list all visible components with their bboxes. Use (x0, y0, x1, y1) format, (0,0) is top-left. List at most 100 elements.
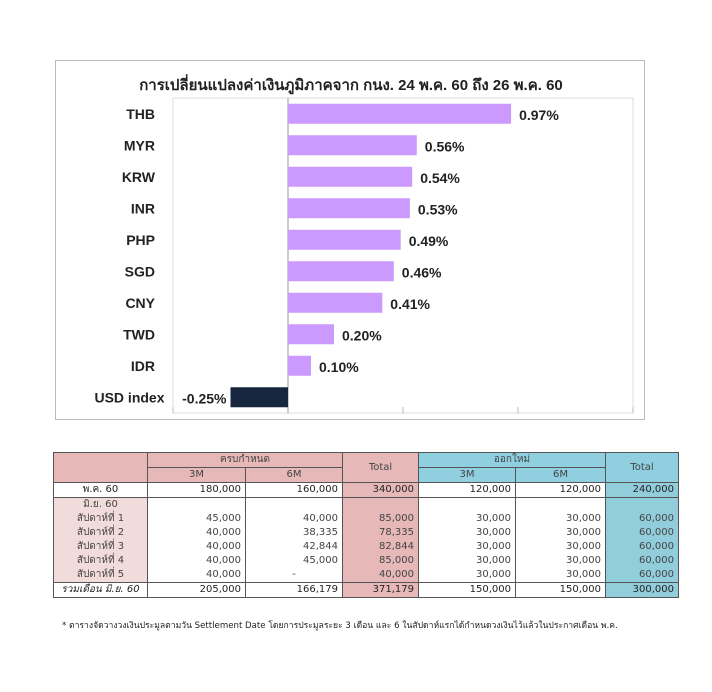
data-label: 0.20% (342, 327, 382, 343)
chart-svg: การเปลี่ยนแปลงค่าเงินภูมิภาคจาก กนง. 24 … (94, 74, 634, 414)
chart-title: การเปลี่ยนแปลงค่าเงินภูมิภาคจาก กนง. 24 … (139, 74, 563, 95)
cell: 40,000 (245, 512, 343, 526)
table-row-june-label: มิ.ย. 60 (53, 497, 679, 512)
header-6m: 6M (515, 467, 606, 483)
cell: 300,000 (605, 582, 679, 598)
cell: 30,000 (515, 568, 606, 583)
cell: 85,000 (342, 512, 419, 526)
header-total-maturing: Total (342, 452, 419, 483)
cell: 150,000 (418, 582, 516, 598)
header-3m: 3M (418, 467, 516, 483)
cell: 60,000 (605, 512, 679, 526)
row-label: สัปดาห์ที่ 1 (53, 512, 148, 526)
bar-idr (288, 355, 311, 376)
data-label: 0.54% (420, 170, 460, 186)
cell: 180,000 (147, 482, 246, 498)
cell: 78,335 (342, 526, 419, 540)
cell: 30,000 (418, 540, 516, 554)
category-label: MYR (124, 137, 155, 153)
bar-inr (288, 198, 410, 219)
cell: 38,335 (245, 526, 343, 540)
header-new-issue: ออกใหม่ (418, 452, 606, 468)
bar-thb (288, 103, 512, 124)
table-row-june-total: รวมเดือน มิ.ย. 60 205,000 166,179 371,17… (53, 582, 679, 598)
bar-php (288, 229, 401, 250)
category-label: IDR (131, 358, 155, 374)
cell: 40,000 (342, 568, 419, 583)
cell: 40,000 (147, 526, 246, 540)
cell: 82,844 (342, 540, 419, 554)
cell: 160,000 (245, 482, 343, 498)
cell: 40,000 (147, 554, 246, 568)
cell: 120,000 (515, 482, 606, 498)
bar-sgd (288, 261, 394, 282)
cell: 240,000 (605, 482, 679, 498)
table-row-week: สัปดาห์ที่ 5 40,000-40,000 30,000 30,000 60,… (53, 568, 679, 583)
category-label: CNY (125, 295, 155, 311)
row-label: มิ.ย. 60 (53, 497, 148, 512)
table-row-week: สัปดาห์ที่ 3 40,000 42,844 82,844 30,000 30,0… (53, 540, 679, 554)
cell: 60,000 (605, 568, 679, 583)
header-maturing: ครบกำหนด (147, 452, 343, 468)
category-label: PHP (126, 232, 155, 248)
data-label: 0.53% (418, 201, 458, 217)
row-label: พ.ค. 60 (53, 482, 148, 498)
category-label: INR (131, 200, 155, 216)
table-row-week: สัปดาห์ที่ 4 40,000 45,000 85,000 30,000 30,0… (53, 554, 679, 568)
cell: 30,000 (515, 540, 606, 554)
row-label: สัปดาห์ที่ 5 (53, 568, 148, 583)
currency-change-chart: การเปลี่ยนแปลงค่าเงินภูมิภาคจาก กนง. 24 … (55, 60, 645, 420)
cell: 120,000 (418, 482, 516, 498)
cell: 166,179 (245, 582, 343, 598)
cell: 45,000 (245, 554, 343, 568)
row-label: สัปดาห์ที่ 2 (53, 526, 148, 540)
category-label: SGD (125, 263, 155, 279)
auction-table: ครบกำหนด Total ออกใหม่ Total 3M 6M 3M 6M… (53, 452, 679, 598)
bar-usd-index (230, 387, 288, 408)
data-label: 0.10% (319, 359, 359, 375)
cell: 40,000 (147, 568, 246, 583)
data-label: -0.25% (182, 390, 227, 406)
data-label: 0.97% (519, 107, 559, 123)
row-label: สัปดาห์ที่ 3 (53, 540, 148, 554)
row-label: รวมเดือน มิ.ย. 60 (53, 582, 148, 598)
cell: 60,000 (605, 526, 679, 540)
bar-myr (288, 135, 417, 156)
cell: 60,000 (605, 554, 679, 568)
category-label: KRW (122, 169, 156, 185)
row-label: สัปดาห์ที่ 4 (53, 554, 148, 568)
cell: 42,844 (245, 540, 343, 554)
cell: - (245, 568, 343, 583)
bar-krw (288, 166, 413, 187)
cell: 60,000 (605, 540, 679, 554)
table-row-week: สัปดาห์ที่ 2 40,000 38,335 78,335 30,000 30,0… (53, 526, 679, 540)
cell: 45,000 (147, 512, 246, 526)
category-label: USD index (94, 389, 164, 405)
cell: 205,000 (147, 582, 246, 598)
cell: 340,000 (342, 482, 419, 498)
data-label: 0.41% (390, 296, 430, 312)
cell: 30,000 (418, 554, 516, 568)
bar-twd (288, 324, 334, 345)
table-row-week: สัปดาห์ที่ 1 45,000 40,000 85,000 30,000 30,0… (53, 512, 679, 526)
cell: 30,000 (418, 526, 516, 540)
cell: 30,000 (515, 512, 606, 526)
cell: 85,000 (342, 554, 419, 568)
cell: 30,000 (418, 512, 516, 526)
data-label: 0.46% (402, 264, 442, 280)
category-label: THB (126, 106, 155, 122)
cell: 150,000 (515, 582, 606, 598)
corner-cell (53, 452, 148, 483)
footnote: * ตารางจัดวางวงเงินประมูลตามวัน Settleme… (62, 621, 618, 631)
header-total-new: Total (605, 452, 679, 483)
cell: 30,000 (515, 526, 606, 540)
cell: 30,000 (515, 554, 606, 568)
header-3m: 3M (147, 467, 246, 483)
table-row-may: พ.ค. 60 180,000 160,000 340,000 120,000 … (53, 482, 679, 498)
data-label: 0.56% (425, 138, 465, 154)
bar-cny (288, 292, 383, 313)
cell: 371,179 (342, 582, 419, 598)
cell: 30,000 (418, 568, 516, 583)
cell: 40,000 (147, 540, 246, 554)
header-6m: 6M (245, 467, 343, 483)
